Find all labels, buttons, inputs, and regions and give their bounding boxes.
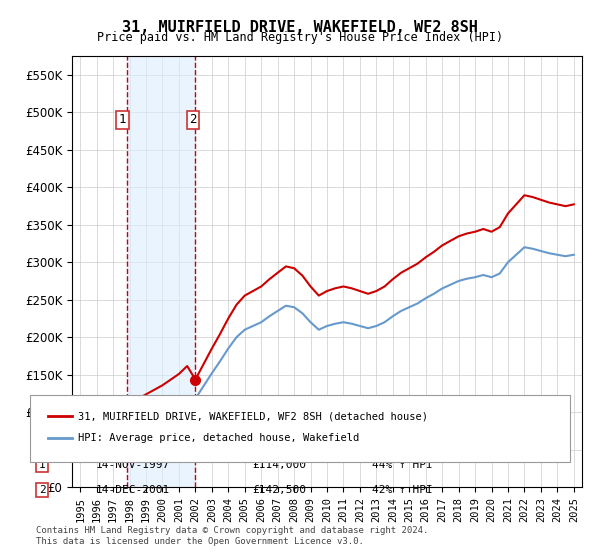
Text: 1: 1 [38, 460, 46, 470]
Text: 31, MUIRFIELD DRIVE, WAKEFIELD, WF2 8SH (detached house): 31, MUIRFIELD DRIVE, WAKEFIELD, WF2 8SH … [78, 411, 428, 421]
Bar [127, 56, 195, 487]
Text: Contains HM Land Registry data © Crown copyright and database right 2024.
This d: Contains HM Land Registry data © Crown c… [36, 526, 428, 546]
Text: 42% ↑ HPI: 42% ↑ HPI [372, 485, 433, 495]
Text: 2: 2 [190, 113, 197, 126]
Text: £114,000: £114,000 [252, 460, 306, 470]
Text: HPI: Average price, detached house, Wakefield: HPI: Average price, detached house, Wake… [78, 433, 359, 444]
Text: 14-NOV-1997: 14-NOV-1997 [96, 460, 170, 470]
Text: Price paid vs. HM Land Registry's House Price Index (HPI): Price paid vs. HM Land Registry's House … [97, 31, 503, 44]
Text: 1: 1 [119, 113, 126, 126]
Text: £142,500: £142,500 [252, 485, 306, 495]
Text: 31, MUIRFIELD DRIVE, WAKEFIELD, WF2 8SH: 31, MUIRFIELD DRIVE, WAKEFIELD, WF2 8SH [122, 20, 478, 35]
Text: 14-DEC-2001: 14-DEC-2001 [96, 485, 170, 495]
Text: 44% ↑ HPI: 44% ↑ HPI [372, 460, 433, 470]
Text: 2: 2 [38, 485, 46, 495]
